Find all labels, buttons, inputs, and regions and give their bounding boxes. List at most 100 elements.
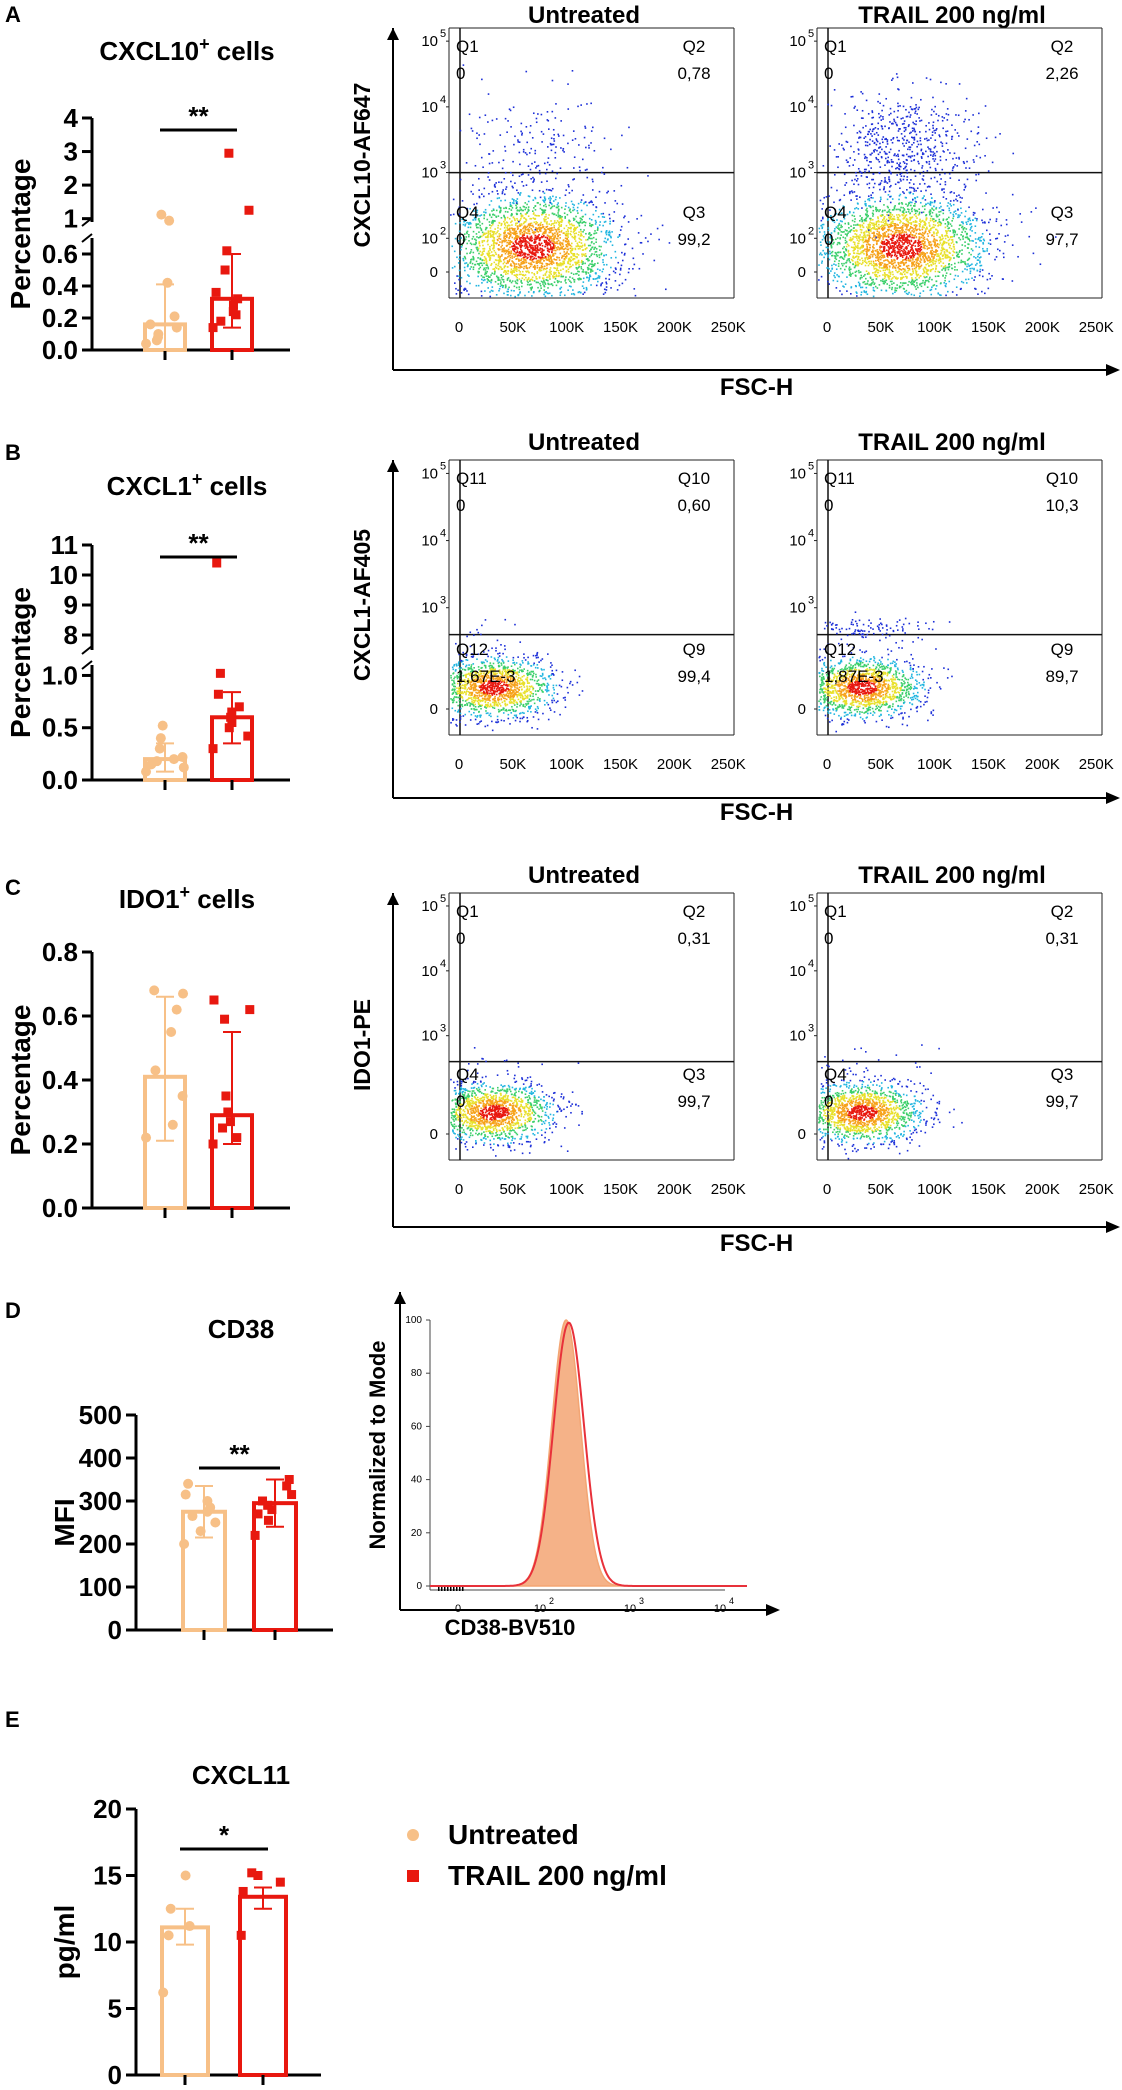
event-dot xyxy=(942,267,945,270)
event-dot xyxy=(866,273,869,275)
event-dot xyxy=(922,279,924,282)
event-dot xyxy=(554,249,557,252)
event-dot xyxy=(464,219,467,221)
event-dot xyxy=(559,262,562,264)
event-dot xyxy=(851,214,854,217)
event-dot xyxy=(853,191,856,193)
event-dot xyxy=(533,264,536,267)
event-dot xyxy=(530,288,533,291)
event-dot xyxy=(892,262,895,265)
event-dot xyxy=(498,205,501,208)
event-dot xyxy=(465,231,468,234)
event-dot xyxy=(962,281,965,284)
event-dot xyxy=(864,248,866,251)
event-dot xyxy=(1030,211,1033,213)
event-dot xyxy=(583,202,585,205)
event-dot xyxy=(925,217,928,219)
data-point-untreated xyxy=(178,988,189,999)
event-dot xyxy=(541,258,544,260)
event-dot xyxy=(913,224,916,227)
event-dot xyxy=(559,197,561,199)
event-dot xyxy=(551,235,554,237)
event-dot xyxy=(513,262,516,265)
event-dot xyxy=(490,244,493,247)
event-dot xyxy=(878,231,880,234)
event-dot xyxy=(607,190,610,193)
event-dot xyxy=(945,294,947,297)
event-dot xyxy=(840,234,842,237)
event-dot xyxy=(545,168,548,171)
event-dot xyxy=(853,249,855,252)
event-dot xyxy=(1001,278,1004,280)
event-dot xyxy=(553,133,555,136)
event-dot xyxy=(598,275,601,278)
event-dot xyxy=(527,230,530,233)
event-dot xyxy=(503,227,506,229)
event-dot xyxy=(551,223,553,225)
event-dot xyxy=(960,234,962,236)
event-dot xyxy=(911,236,913,239)
event-dot xyxy=(909,201,912,203)
event-dot xyxy=(884,209,886,212)
event-dot xyxy=(498,243,500,246)
y-tick-label: 10 xyxy=(421,165,438,182)
event-dot xyxy=(565,257,568,259)
event-dot xyxy=(896,287,898,290)
event-dot xyxy=(938,259,940,262)
event-dot xyxy=(568,219,570,222)
event-dot xyxy=(872,289,875,291)
event-dot xyxy=(851,191,854,194)
event-dot xyxy=(544,245,547,248)
event-dot xyxy=(928,230,930,233)
event-dot xyxy=(519,192,522,194)
event-dot xyxy=(541,250,543,253)
event-dot xyxy=(962,227,965,230)
event-dot xyxy=(885,263,887,266)
event-dot xyxy=(915,236,918,239)
data-point-trail xyxy=(208,323,218,333)
event-dot xyxy=(880,235,883,237)
event-dot xyxy=(859,271,862,273)
event-dot xyxy=(847,232,849,235)
event-dot xyxy=(910,240,913,243)
event-dot xyxy=(508,228,510,231)
event-dot xyxy=(510,268,513,271)
event-dot xyxy=(947,236,949,239)
event-dot xyxy=(901,211,904,213)
event-dot xyxy=(550,203,553,205)
event-dot xyxy=(910,256,913,259)
event-dot xyxy=(450,214,452,216)
event-dot xyxy=(520,265,522,268)
event-dot xyxy=(883,280,885,283)
event-dot xyxy=(870,283,873,285)
event-dot xyxy=(937,225,939,227)
event-dot xyxy=(550,206,553,209)
event-dot xyxy=(504,284,507,286)
event-dot xyxy=(923,258,926,261)
event-dot xyxy=(515,243,518,245)
y-tick-label: 0.8 xyxy=(42,937,78,967)
event-dot xyxy=(499,238,502,240)
event-dot xyxy=(957,253,960,255)
event-dot xyxy=(839,198,842,201)
event-dot xyxy=(473,210,475,212)
event-dot xyxy=(939,239,942,241)
event-dot xyxy=(474,218,477,221)
event-dot xyxy=(479,250,482,253)
event-dot xyxy=(545,270,548,273)
data-point-untreated xyxy=(178,762,189,773)
event-dot xyxy=(888,251,890,254)
event-dot xyxy=(558,264,561,267)
event-dot xyxy=(624,243,627,246)
event-dot xyxy=(971,263,973,266)
event-dot xyxy=(483,276,486,279)
event-dot xyxy=(979,268,982,271)
event-dot xyxy=(837,254,839,257)
event-dot xyxy=(960,212,963,214)
event-dot xyxy=(528,226,531,228)
event-dot xyxy=(954,274,957,277)
event-dot xyxy=(946,257,948,259)
event-dot xyxy=(916,210,919,213)
event-dot xyxy=(548,283,550,286)
y-tick-exponent: 4 xyxy=(440,94,446,106)
